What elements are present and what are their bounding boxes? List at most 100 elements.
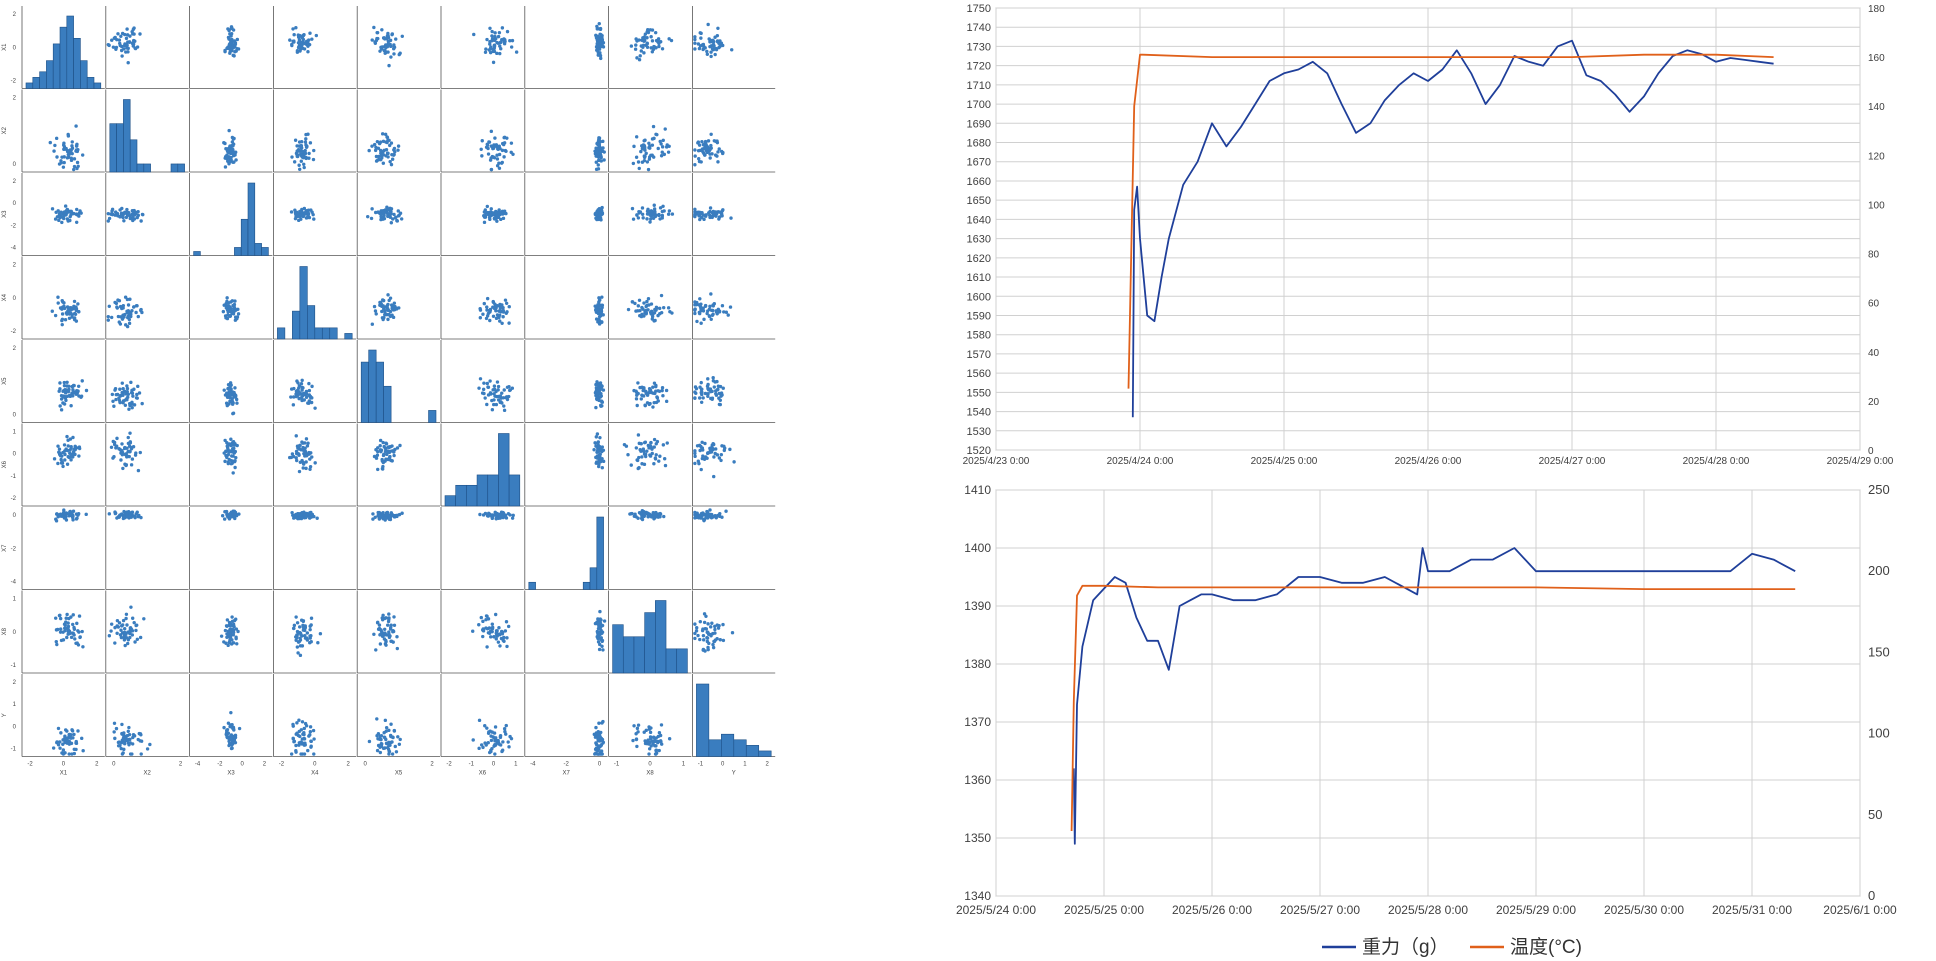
scatter-point [288, 38, 292, 42]
scatter-point [471, 629, 475, 633]
scatter-point [646, 308, 650, 312]
scatter-point [502, 404, 506, 408]
scatter-point [388, 38, 393, 43]
scatter-point [495, 629, 499, 633]
scatter-point [594, 461, 598, 465]
pair-cell-1-7 [524, 6, 608, 89]
pair-y-tick-label: 2 [13, 346, 17, 352]
pair-cell-9-9 [692, 674, 776, 757]
scatter-point [128, 741, 132, 745]
scatter-point [308, 31, 312, 35]
pair-x-tick-label: 2 [347, 762, 351, 768]
scatter-point [72, 299, 77, 304]
scatter-point [730, 48, 734, 52]
scatter-point [106, 42, 110, 47]
scatter-point [600, 295, 604, 299]
scatter-point [118, 400, 122, 404]
scatter-point [595, 748, 600, 753]
scatter-point [714, 212, 719, 216]
scatter-point [395, 635, 399, 639]
pair-cell-2-2 [105, 89, 189, 173]
scatter-point [113, 300, 117, 305]
scatter-point [642, 511, 646, 516]
scatter-point [128, 297, 132, 301]
scatter-point [693, 449, 697, 453]
scatter-point [69, 458, 73, 462]
scatter-point [716, 387, 720, 392]
scatter-point [384, 638, 388, 643]
scatter-point [304, 132, 308, 137]
scatter-point [482, 301, 486, 306]
scatter-point [226, 453, 231, 457]
scatter-point [301, 628, 306, 632]
left-axis-tick-label: 1380 [964, 657, 991, 671]
scatter-point [294, 615, 298, 619]
scatter-point [67, 740, 72, 744]
scatter-point [116, 314, 121, 319]
scatter-point [499, 211, 504, 215]
scatter-point [229, 733, 234, 737]
histogram-bar [498, 433, 510, 507]
scatter-point [594, 146, 598, 150]
scatter-point [132, 26, 136, 30]
scatter-point [125, 384, 129, 388]
scatter-point [225, 153, 229, 157]
scatter-point [125, 309, 129, 314]
scatter-point [74, 144, 79, 148]
scatter-point [295, 731, 299, 735]
histogram-bar [665, 648, 678, 674]
scatter-point [699, 467, 703, 472]
scatter-point [659, 740, 663, 744]
scatter-point [75, 516, 79, 520]
left-axis-tick-label: 1570 [967, 349, 991, 361]
histogram-bar [277, 327, 286, 340]
scatter-point [706, 645, 710, 650]
scatter-point [634, 155, 639, 159]
right-axis-tick-label: 60 [1868, 299, 1880, 310]
x-axis-tick-label: 2025/4/27 0:00 [1539, 456, 1606, 467]
scatter-point [506, 740, 510, 744]
scatter-point [693, 516, 697, 520]
histogram-bar [633, 636, 645, 674]
scatter-point [116, 740, 121, 745]
scatter-point [67, 631, 72, 636]
scatter-point [699, 160, 703, 164]
scatter-point [669, 38, 674, 43]
pair-cell-1-6 [440, 6, 524, 89]
scatter-point [635, 458, 640, 463]
scatter-point [57, 450, 61, 454]
scatter-point [69, 148, 73, 153]
pair-cell-1-9 [692, 6, 776, 89]
pair-cell-2-6 [440, 89, 524, 173]
scatter-point [67, 455, 71, 460]
histogram-bar [508, 474, 521, 507]
right-axis-tick-label: 40 [1868, 348, 1880, 359]
scatter-point [597, 621, 602, 626]
scatter-point [69, 446, 73, 450]
scatter-point [640, 393, 644, 397]
pair-cell-5-5 [356, 340, 440, 423]
scatter-point [115, 516, 119, 520]
scatter-point [292, 740, 296, 744]
scatter-point [702, 46, 706, 51]
scatter-point [385, 151, 390, 155]
scatter-point [387, 298, 391, 303]
scatter-point [387, 63, 391, 68]
pair-x-tick-label: 2 [766, 762, 770, 768]
scatter-point [489, 167, 494, 172]
scatter-point [716, 626, 721, 630]
scatter-point [65, 207, 69, 212]
scatter-point [125, 27, 129, 31]
scatter-point [312, 148, 316, 153]
scatter-point [595, 380, 599, 384]
scatter-point [710, 313, 715, 317]
scatter-point [634, 135, 639, 139]
scatter-point [129, 380, 133, 385]
scatter-point [488, 308, 492, 313]
scatter-point [479, 147, 483, 151]
scatter-point [297, 444, 301, 448]
scatter-point [71, 613, 75, 617]
scatter-point [495, 51, 499, 56]
scatter-point [648, 220, 652, 224]
scatter-point [485, 645, 489, 649]
